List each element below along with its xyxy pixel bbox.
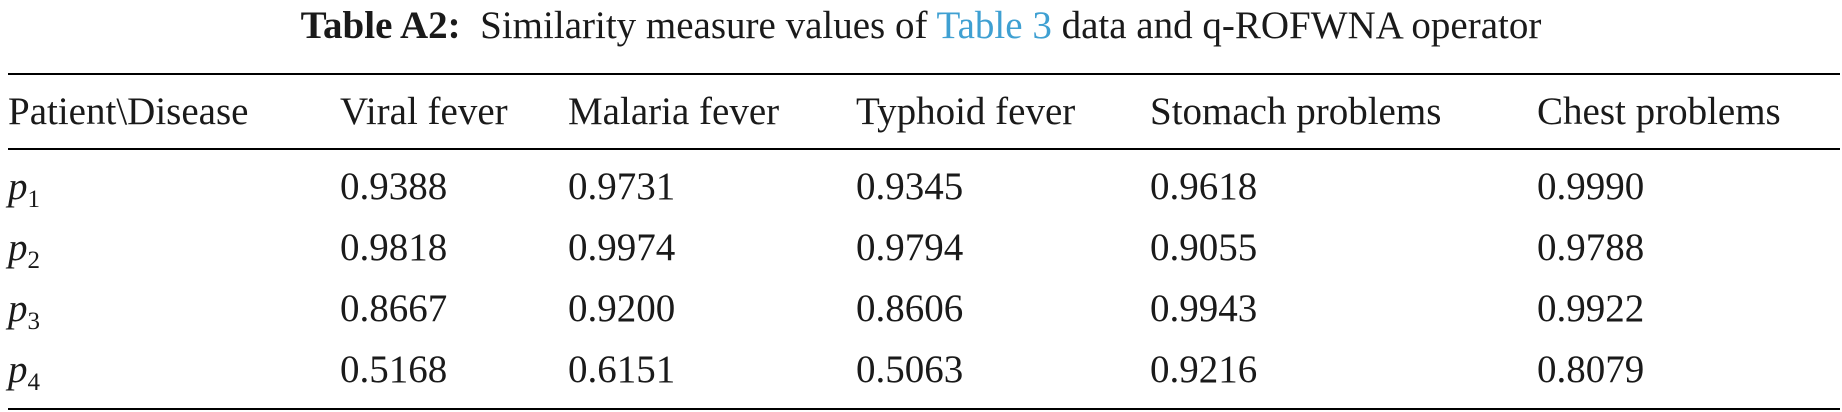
- caption-text-before: Similarity measure values of: [480, 4, 928, 47]
- table-top-rule: [8, 73, 1840, 75]
- column-header-viral-fever: Viral fever: [340, 90, 508, 133]
- table-cell: 0.8079: [1537, 348, 1645, 391]
- patient-label: p2: [8, 226, 40, 274]
- column-header-stomach-problems: Stomach problems: [1150, 90, 1442, 133]
- table-cell: 0.6151: [568, 348, 676, 391]
- table-cell: 0.9974: [568, 226, 676, 269]
- column-header-typhoid-fever: Typhoid fever: [856, 90, 1076, 133]
- table-bottom-rule: [8, 408, 1840, 410]
- table-cell: 0.9788: [1537, 226, 1645, 269]
- column-header-patient-disease: Patient\Disease: [8, 90, 249, 133]
- table-cell: 0.9388: [340, 165, 448, 208]
- column-header-chest-problems: Chest problems: [1537, 90, 1781, 133]
- table-cell: 0.5063: [856, 348, 964, 391]
- table-cell: 0.9216: [1150, 348, 1258, 391]
- table-cell: 0.9818: [340, 226, 448, 269]
- table-cell: 0.9990: [1537, 165, 1645, 208]
- table-3-link[interactable]: Table 3: [936, 4, 1052, 47]
- table-cell: 0.9943: [1150, 287, 1258, 330]
- patient-label: p1: [8, 165, 40, 213]
- table-caption: Table A2: Similarity measure values of T…: [0, 0, 1842, 58]
- table-cell: 0.9618: [1150, 165, 1258, 208]
- patient-label: p3: [8, 287, 40, 335]
- table-cell: 0.9922: [1537, 287, 1645, 330]
- table-cell: 0.9345: [856, 165, 964, 208]
- table-header-rule: [8, 148, 1840, 150]
- patient-label: p4: [8, 348, 40, 396]
- column-header-malaria-fever: Malaria fever: [568, 90, 780, 133]
- caption-text-after: data and q-ROFWNA operator: [1061, 4, 1542, 47]
- table-cell: 0.5168: [340, 348, 448, 391]
- table-cell: 0.9794: [856, 226, 964, 269]
- table-cell: 0.8667: [340, 287, 448, 330]
- table-cell: 0.9731: [568, 165, 676, 208]
- table-cell: 0.8606: [856, 287, 964, 330]
- table-cell: 0.9055: [1150, 226, 1258, 269]
- table-cell: 0.9200: [568, 287, 676, 330]
- caption-label: Table A2:: [300, 4, 461, 47]
